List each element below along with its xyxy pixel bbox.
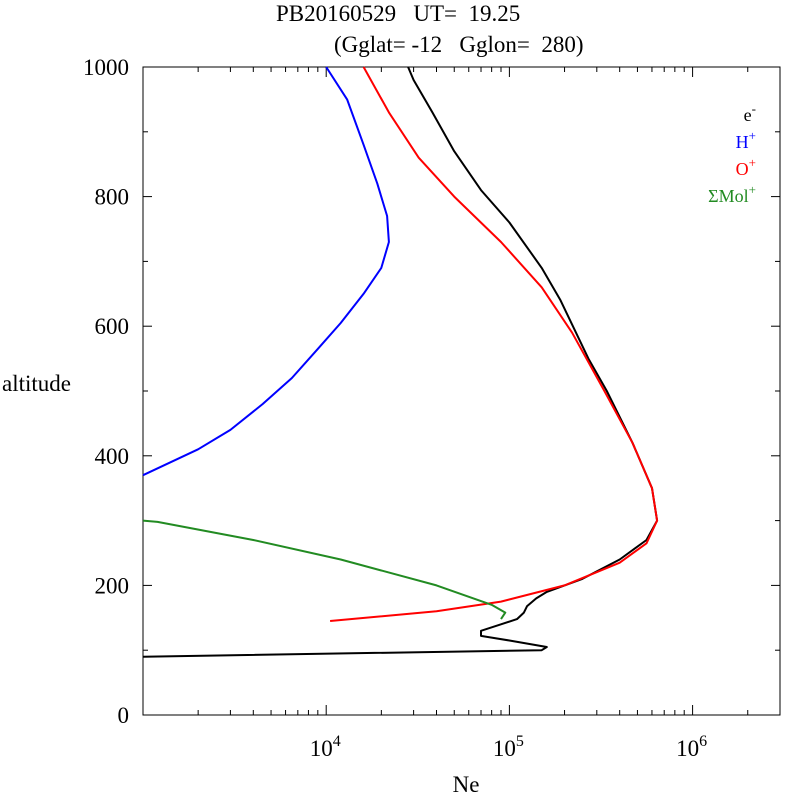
x-tick-label: 104 <box>310 733 341 761</box>
series-lines <box>142 66 659 658</box>
chart-title-line1: PB20160529 UT= 19.25 <box>276 1 521 26</box>
x-tick-label: 105 <box>493 733 524 761</box>
series-line-e <box>142 66 659 658</box>
y-tick-label: 800 <box>95 185 130 210</box>
x-axis-label: Ne <box>453 772 480 796</box>
legend-entry: e- <box>744 101 756 125</box>
y-tick-labels: 0 200 400 600 800 1000 <box>83 55 129 728</box>
x-tick-label: 106 <box>676 733 707 761</box>
legend-entry: H+ <box>736 128 756 152</box>
y-tick-label: 200 <box>95 573 130 598</box>
x-tick-labels: 104 105 106 <box>310 733 707 761</box>
series-line-mol <box>142 519 507 620</box>
y-tick-label: 600 <box>95 314 130 339</box>
y-axis-label: altitude <box>2 371 71 396</box>
plot-frame <box>142 66 781 716</box>
y-tick-label: 1000 <box>83 55 129 80</box>
series-line-o <box>330 66 659 622</box>
y-tick-label: 0 <box>118 703 130 728</box>
legend: e- H+ O+ ΣMol+ <box>708 101 756 206</box>
series-line-h <box>142 66 390 477</box>
axis-ticks <box>142 66 781 716</box>
y-tick-label: 400 <box>95 444 130 469</box>
legend-entry: ΣMol+ <box>708 182 756 206</box>
chart-title-line2: (Gglat= -12 Gglon= 280) <box>334 32 584 57</box>
legend-entry: O+ <box>736 155 756 179</box>
